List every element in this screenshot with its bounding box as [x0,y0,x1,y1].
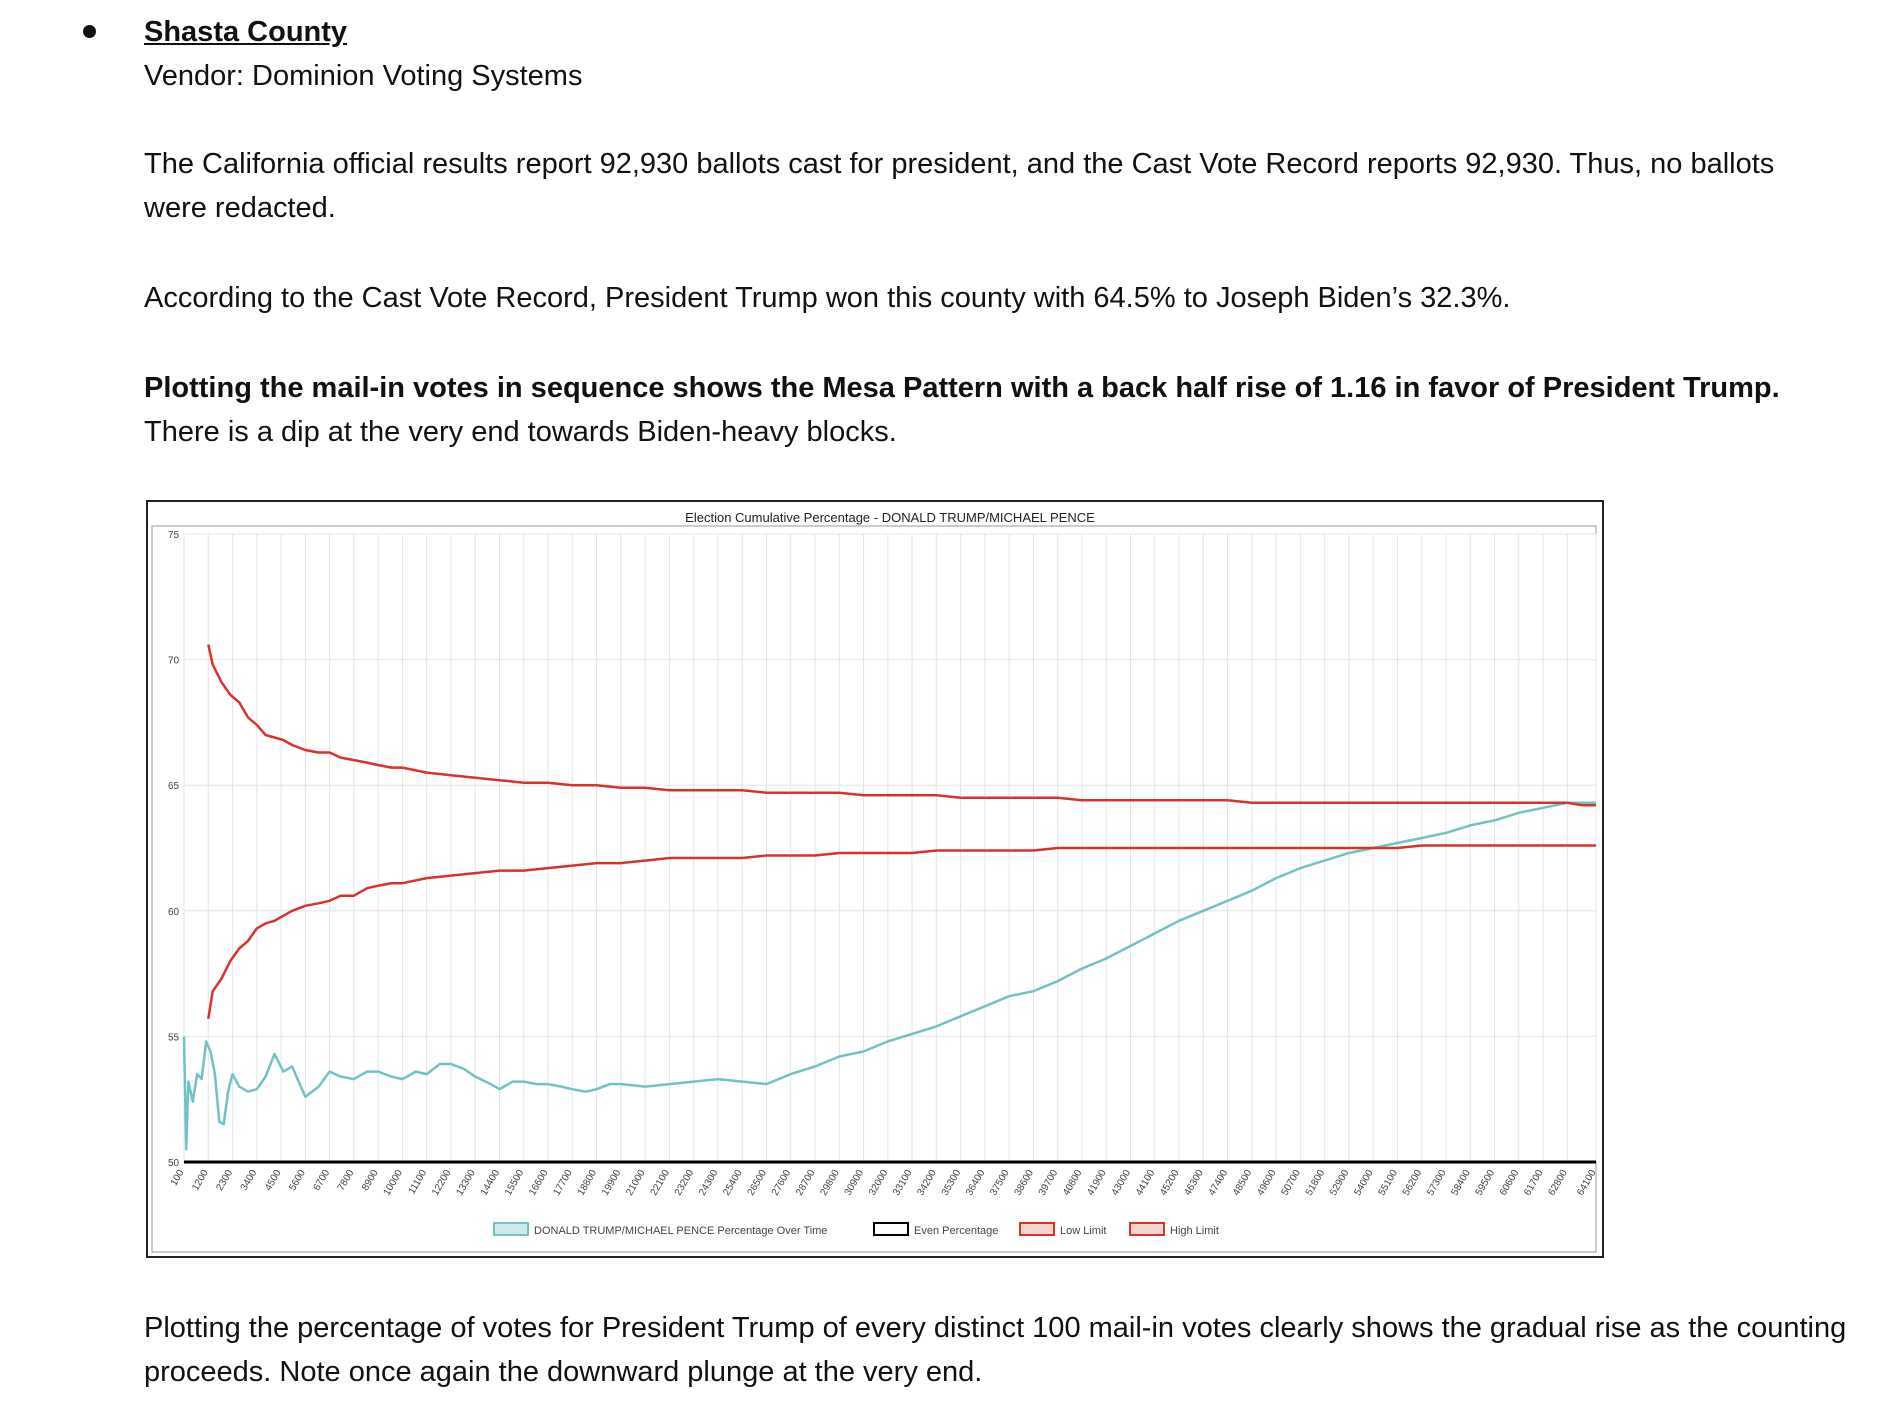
legend-swatch [1019,1222,1055,1236]
y-tick-label: 60 [168,907,180,918]
cumulative-percentage-chart: Election Cumulative Percentage - DONALD … [151,510,1599,1253]
x-tick-label: 7800 [336,1168,357,1193]
x-tick-label: 60600 [1498,1168,1522,1198]
x-tick-label: 49600 [1255,1168,1279,1198]
chart-title: Election Cumulative Percentage - DONALD … [685,510,1095,525]
x-tick-label: 21000 [624,1168,648,1198]
x-tick-label: 47400 [1207,1168,1231,1198]
x-tick-label: 46300 [1182,1168,1206,1198]
x-tick-label: 32000 [867,1168,891,1198]
x-tick-label: 25400 [721,1168,745,1198]
x-tick-label: 40800 [1061,1168,1085,1198]
y-tick-label: 50 [168,1158,180,1169]
x-tick-label: 26500 [746,1168,770,1198]
x-tick-label: 37500 [988,1168,1012,1198]
x-tick-label: 28700 [794,1168,818,1198]
x-tick-label: 36400 [964,1168,988,1198]
legend-label: Even Percentage [914,1225,998,1237]
vendor-line: Vendor: Dominion Voting Systems [144,60,583,92]
x-tick-label: 24300 [697,1168,721,1198]
x-tick-label: 50700 [1280,1168,1304,1198]
county-heading: Shasta County [144,16,348,48]
x-tick-label: 22100 [649,1168,673,1198]
x-tick-label: 52900 [1328,1168,1352,1198]
legend-swatch [493,1222,529,1236]
legend-label: Low Limit [1060,1225,1106,1237]
x-tick-label: 59500 [1474,1168,1498,1198]
legend-label: High Limit [1170,1225,1219,1237]
x-tick-label: 16600 [527,1168,551,1198]
x-tick-label: 33100 [891,1168,915,1198]
x-tick-label: 8900 [360,1168,381,1193]
x-tick-label: 48500 [1231,1168,1255,1198]
x-tick-label: 15500 [503,1168,527,1198]
x-tick-label: 6700 [312,1168,333,1193]
high-limit-line [207,644,1596,807]
x-tick-label: 11100 [407,1168,430,1197]
result-paragraph: According to the Cast Vote Record, Presi… [144,282,1511,314]
x-tick-label: 17700 [551,1168,575,1198]
x-tick-label: 56200 [1401,1168,1425,1198]
x-tick-label: 38600 [1013,1168,1037,1198]
legend-swatch [1129,1222,1165,1236]
mesa-dip-sentence: There is a dip at the very end towards B… [144,416,897,448]
legend-swatch [873,1222,909,1236]
trump-percentage-line [182,801,1596,1151]
ballots-paragraph: The California official results report 9… [144,148,1775,224]
x-tick-label: 39700 [1037,1168,1061,1198]
x-tick-label: 57300 [1425,1168,1449,1198]
x-tick-label: 100 [169,1168,187,1188]
x-tick-label: 64100 [1575,1168,1599,1198]
x-tick-label: 5600 [287,1168,308,1193]
x-tick-label: 30900 [843,1168,867,1198]
x-tick-label: 62800 [1546,1168,1570,1198]
legend-label: DONALD TRUMP/MICHAEL PENCE Percentage Ov… [534,1225,827,1237]
x-tick-label: 44100 [1134,1168,1158,1198]
x-tick-label: 1200 [190,1168,211,1193]
chart-frame: Election Cumulative Percentage - DONALD … [146,500,1604,1258]
x-tick-label: 23200 [673,1168,697,1198]
bullet-point [83,25,96,38]
x-tick-label: 4500 [263,1168,284,1193]
x-tick-label: 54000 [1352,1168,1376,1198]
x-tick-label: 12200 [430,1168,454,1198]
x-tick-label: 51800 [1304,1168,1328,1198]
x-tick-label: 14400 [479,1168,503,1198]
x-tick-label: 3400 [239,1168,260,1193]
x-tick-label: 61700 [1522,1168,1546,1198]
x-tick-label: 19900 [600,1168,624,1198]
x-tick-label: 13300 [454,1168,478,1198]
x-tick-label: 10000 [382,1168,406,1198]
y-tick-label: 65 [168,781,180,792]
x-tick-label: 34200 [915,1168,939,1198]
x-tick-label: 45200 [1158,1168,1182,1198]
y-tick-label: 75 [168,530,180,541]
x-tick-label: 55100 [1377,1168,1401,1198]
x-tick-label: 58400 [1449,1168,1473,1198]
x-tick-label: 43000 [1110,1168,1134,1198]
x-tick-label: 2300 [214,1168,235,1193]
y-tick-label: 55 [168,1032,180,1043]
mesa-paragraph: Plotting the mail-in votes in sequence s… [144,366,1874,454]
low-limit-line [207,844,1596,1019]
x-tick-label: 29800 [818,1168,842,1198]
closing-paragraph: Plotting the percentage of votes for Pre… [144,1312,1847,1388]
x-tick-label: 35300 [940,1168,964,1198]
x-tick-label: 41900 [1085,1168,1109,1198]
y-tick-label: 70 [168,656,180,667]
mesa-bold-sentence: Plotting the mail-in votes in sequence s… [144,372,1780,404]
x-tick-label: 27600 [770,1168,794,1198]
x-tick-label: 18800 [576,1168,600,1198]
